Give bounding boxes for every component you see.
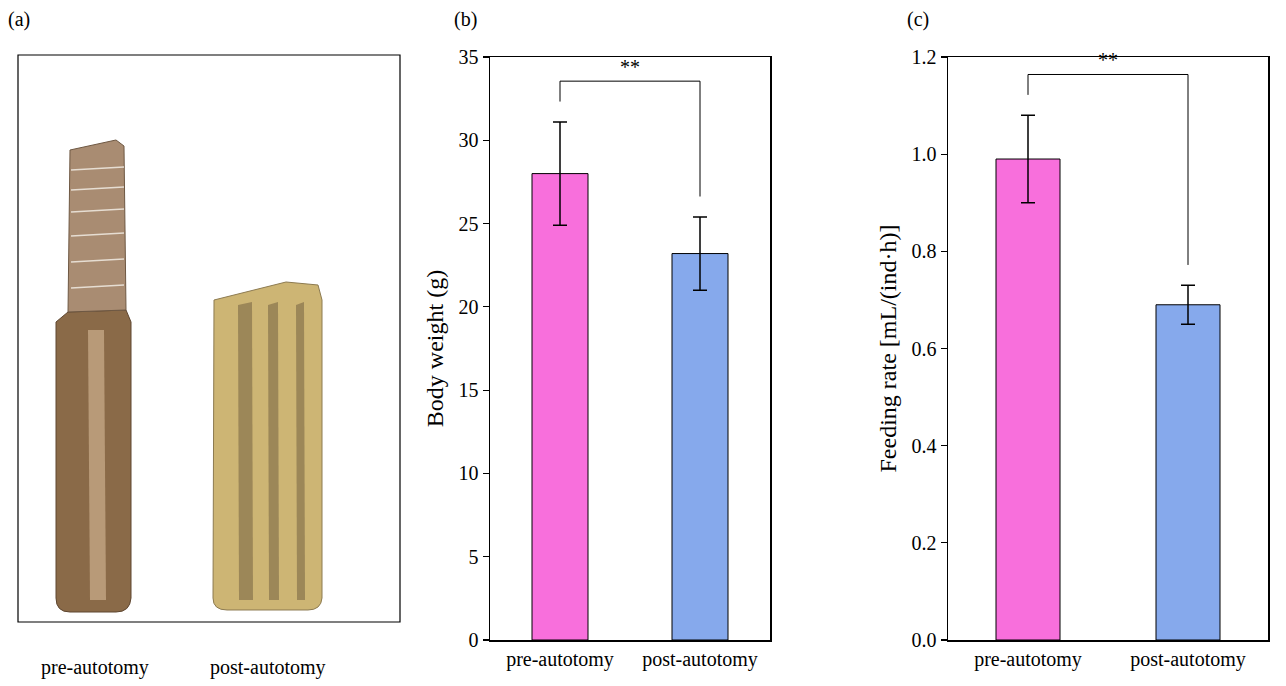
svg-text:0.4: 0.4 (912, 435, 937, 457)
svg-text:0.0: 0.0 (912, 629, 937, 651)
svg-text:post-autotomy: post-autotomy (210, 656, 326, 679)
svg-text:15: 15 (459, 379, 479, 401)
svg-text:20: 20 (459, 296, 479, 318)
svg-text:post-autotomy: post-autotomy (642, 648, 758, 671)
svg-text:35: 35 (459, 46, 479, 68)
svg-text:**: ** (620, 56, 640, 78)
svg-text:0.6: 0.6 (912, 338, 937, 360)
svg-text:0: 0 (469, 629, 479, 651)
svg-text:**: ** (1098, 49, 1118, 71)
svg-text:pre-autotomy: pre-autotomy (41, 656, 149, 679)
svg-text:pre-autotomy: pre-autotomy (974, 648, 1082, 671)
svg-text:(b): (b) (454, 8, 477, 31)
svg-text:1.0: 1.0 (912, 143, 937, 165)
svg-text:Body weight (g): Body weight (g) (422, 270, 448, 427)
svg-text:Feeding rate [mL/(ind·h)]: Feeding rate [mL/(ind·h)] (875, 225, 901, 473)
svg-text:5: 5 (469, 546, 479, 568)
svg-text:pre-autotomy: pre-autotomy (506, 648, 614, 671)
svg-text:(c): (c) (907, 8, 929, 31)
svg-text:post-autotomy: post-autotomy (1130, 648, 1246, 671)
svg-text:1.2: 1.2 (912, 46, 937, 68)
svg-text:25: 25 (459, 213, 479, 235)
svg-text:30: 30 (459, 129, 479, 151)
svg-text:0.8: 0.8 (912, 240, 937, 262)
svg-text:10: 10 (459, 462, 479, 484)
svg-text:(a): (a) (8, 8, 30, 31)
svg-text:0.2: 0.2 (912, 532, 937, 554)
